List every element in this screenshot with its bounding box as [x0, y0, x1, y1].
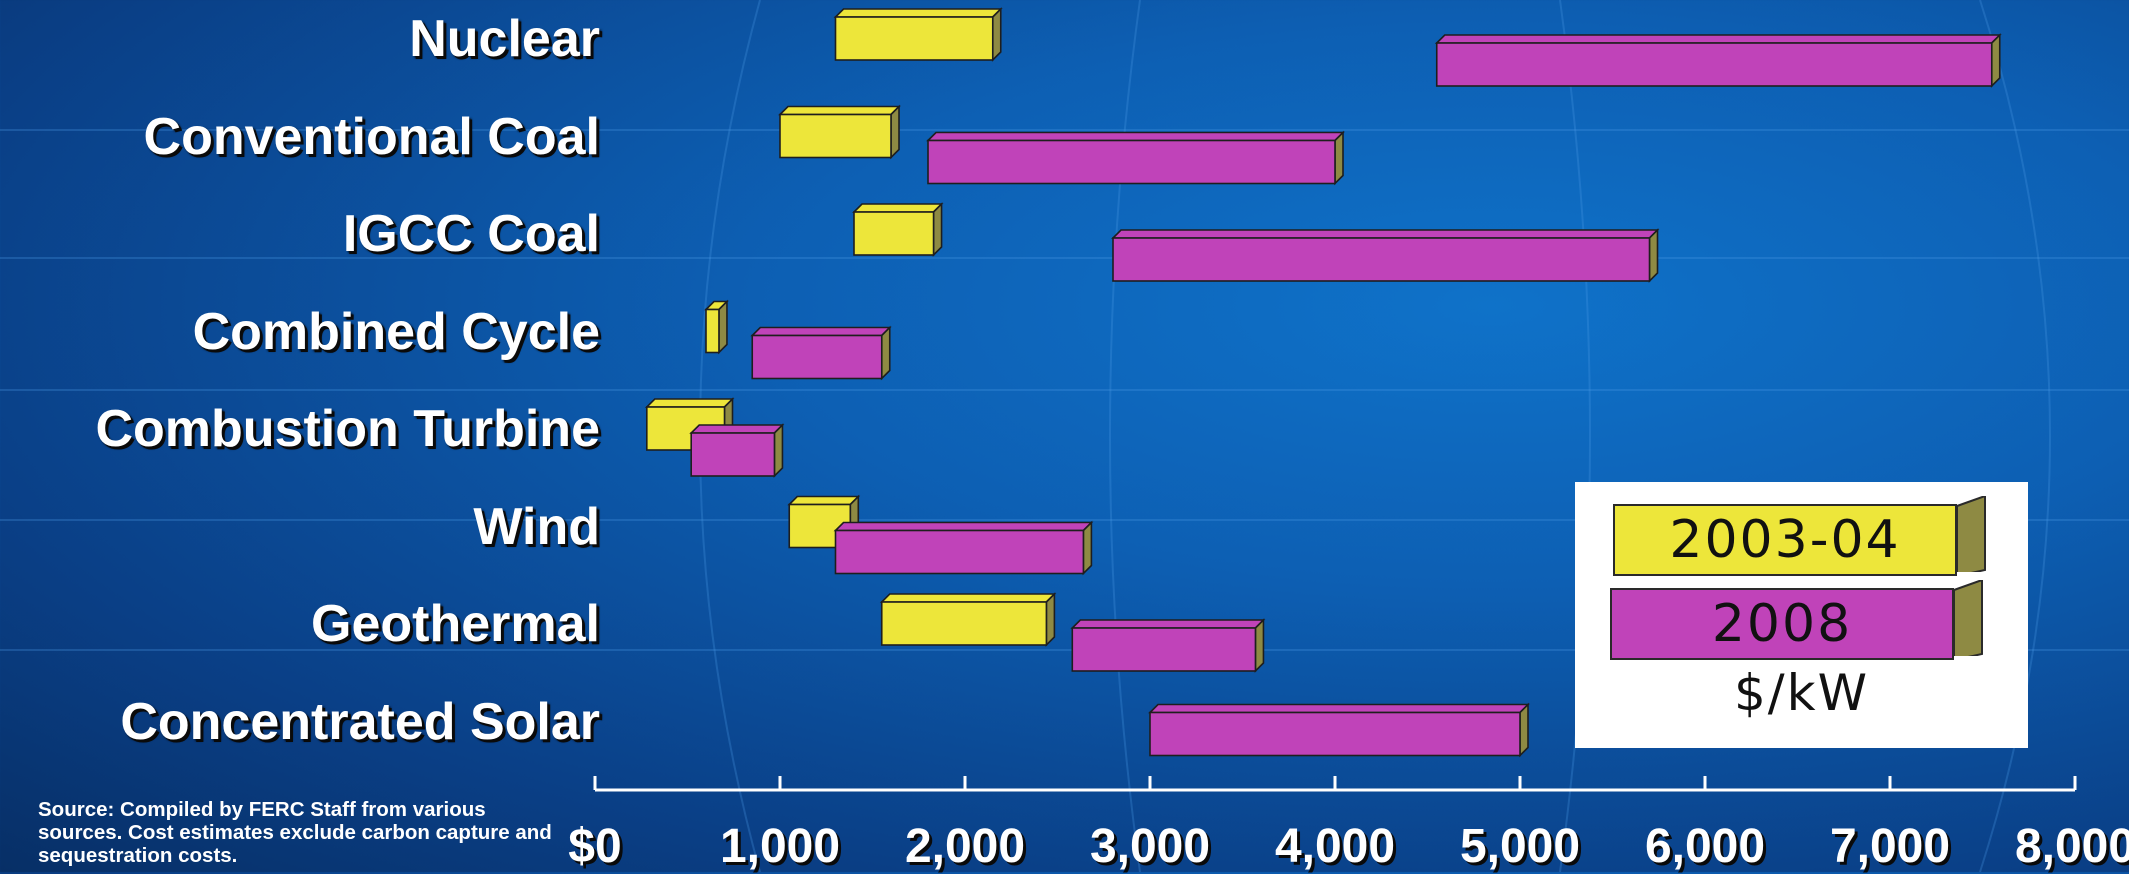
- bar-side-face: [1045, 592, 1056, 647]
- bar-front-face: [834, 529, 1085, 575]
- bar-2003-04-conventional-coal: [778, 104, 901, 160]
- bar-top-face: [833, 521, 1094, 532]
- bar-top-face: [926, 131, 1345, 142]
- bar-top-face: [1434, 34, 2002, 44]
- x-tick-label: 5,000: [1459, 820, 1581, 873]
- x-tick-label: 3,000: [1089, 820, 1211, 873]
- x-tick-label: $0: [568, 820, 622, 873]
- legend-swatch-2008: 2008: [1610, 580, 1984, 660]
- bar-front-face: [880, 601, 1048, 646]
- legend-unit: $/kW: [1733, 664, 1870, 722]
- bar-2008-concentrated-solar: [1148, 702, 1530, 758]
- x-axis: [593, 776, 2077, 792]
- x-tick-label: 7,000: [1829, 820, 1951, 873]
- legend-side-2008: [1953, 580, 1983, 656]
- bar-top-face: [879, 593, 1057, 603]
- bar-2003-04-nuclear: [833, 7, 1003, 62]
- legend-swatch-2003-04: 2003-04: [1613, 496, 1987, 576]
- category-label-nuclear: Nuclear: [409, 10, 600, 68]
- category-label-combustion-turbine: Combustion Turbine: [95, 400, 600, 458]
- bar-2008-wind: [833, 520, 1094, 576]
- bar-top-face: [1070, 619, 1266, 629]
- bar-2008-combined-cycle: [750, 325, 892, 381]
- legend-entry-2008: 2008: [1610, 588, 1954, 660]
- bar-front-face: [1112, 237, 1651, 282]
- bar-top-face: [1148, 703, 1530, 714]
- category-label-geothermal: Geothermal: [311, 595, 600, 653]
- bar-front-face: [705, 308, 720, 354]
- bar-side-face: [1519, 702, 1529, 758]
- legend-entry-2003-04: 2003-04: [1613, 504, 1957, 576]
- bar-side-face: [1648, 228, 1659, 283]
- category-label-igcc-coal: IGCC Coal: [342, 205, 600, 263]
- bar-2008-igcc-coal: [1111, 228, 1660, 283]
- bar-top-face: [778, 105, 901, 116]
- bar-top-face: [852, 203, 944, 213]
- bar-side-face: [1334, 130, 1344, 186]
- bar-top-face: [787, 495, 861, 506]
- category-label-combined-cycle: Combined Cycle: [192, 302, 600, 361]
- x-tick-label: 1,000: [719, 820, 841, 873]
- bar-front-face: [1149, 711, 1521, 757]
- category-label-wind: Wind: [473, 497, 600, 556]
- bar-side-face: [718, 299, 728, 355]
- legend: 2003-04 2008 $/kW: [1575, 482, 2028, 748]
- bar-front-face: [927, 139, 1336, 185]
- bar-side-face: [1082, 520, 1093, 576]
- bar-top-face: [833, 8, 1003, 18]
- bar-2008-geothermal: [1070, 618, 1266, 673]
- bar-side-face: [932, 202, 943, 257]
- bar-front-face: [690, 432, 776, 477]
- bar-front-face: [834, 16, 994, 61]
- x-tick-label: 4,000: [1274, 820, 1396, 873]
- x-tick-label: 2,000: [904, 820, 1026, 873]
- bar-2008-conventional-coal: [926, 130, 1345, 186]
- bar-top-face: [1111, 229, 1660, 239]
- bars-group: [644, 7, 2002, 758]
- x-tick-label: 8,000: [2014, 820, 2129, 873]
- bar-front-face: [1435, 42, 1993, 87]
- bar-side-face: [890, 104, 900, 160]
- bar-2003-04-igcc-coal: [852, 202, 944, 257]
- bar-top-face: [644, 398, 735, 408]
- bar-2008-nuclear: [1434, 33, 2002, 88]
- bar-side-face: [1254, 618, 1265, 673]
- category-label-conventional-coal: Conventional Coal: [143, 107, 600, 166]
- bar-2003-04-geothermal: [879, 592, 1057, 647]
- bar-2003-04-combined-cycle: [704, 299, 729, 355]
- bar-front-face: [1071, 627, 1257, 672]
- bar-2008-combustion-turbine: [689, 423, 785, 478]
- bar-side-face: [991, 7, 1002, 62]
- bar-top-face: [689, 424, 785, 434]
- legend-side-2003-04: [1956, 496, 1986, 572]
- bar-front-face: [779, 113, 892, 159]
- bar-top-face: [750, 326, 892, 337]
- bar-side-face: [773, 423, 784, 478]
- bar-front-face: [853, 211, 935, 256]
- category-label-concentrated-solar: Concentrated Solar: [120, 692, 600, 751]
- x-tick-label: 6,000: [1644, 820, 1766, 873]
- bar-side-face: [880, 325, 891, 381]
- bar-side-face: [1990, 33, 2001, 88]
- source-note: Source: Compiled by FERC Staff from vari…: [38, 798, 552, 867]
- bar-front-face: [751, 334, 883, 380]
